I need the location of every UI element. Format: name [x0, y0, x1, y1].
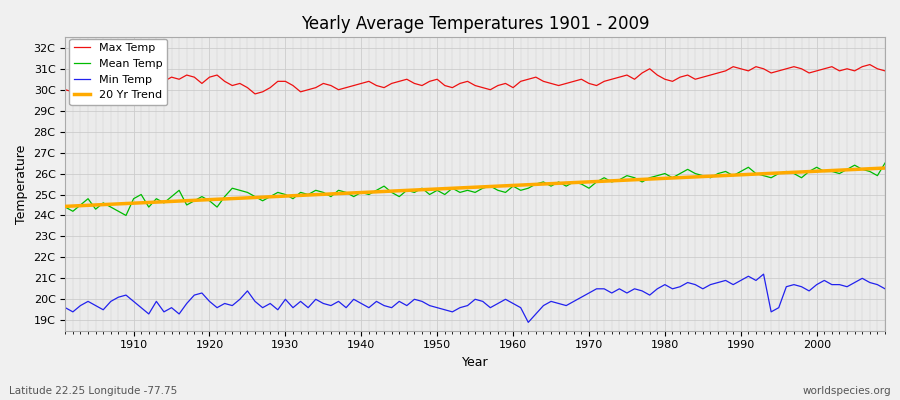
- 20 Yr Trend: [333, 191, 344, 196]
- Mean Temp: [128, 196, 139, 201]
- Mean Temp: [121, 213, 131, 218]
- Max Temp: [136, 94, 147, 98]
- Min Temp: [879, 286, 890, 291]
- Max Temp: [508, 85, 518, 90]
- X-axis label: Year: Year: [462, 356, 489, 369]
- Mean Temp: [508, 184, 518, 188]
- Max Temp: [864, 62, 875, 67]
- Min Temp: [508, 301, 518, 306]
- 20 Yr Trend: [500, 183, 511, 188]
- Mean Temp: [60, 205, 71, 210]
- Min Temp: [288, 305, 299, 310]
- Min Temp: [523, 320, 534, 325]
- Min Temp: [607, 291, 617, 296]
- 20 Yr Trend: [121, 201, 131, 206]
- Line: 20 Yr Trend: 20 Yr Trend: [66, 168, 885, 206]
- Max Temp: [295, 90, 306, 94]
- Mean Temp: [295, 190, 306, 195]
- Min Temp: [121, 293, 131, 298]
- Min Temp: [758, 272, 769, 276]
- Line: Min Temp: Min Temp: [66, 274, 885, 322]
- Title: Yearly Average Temperatures 1901 - 2009: Yearly Average Temperatures 1901 - 2009: [301, 15, 650, 33]
- Min Temp: [60, 305, 71, 310]
- Min Temp: [500, 297, 511, 302]
- Max Temp: [341, 85, 352, 90]
- Line: Mean Temp: Mean Temp: [66, 163, 885, 216]
- Min Temp: [333, 299, 344, 304]
- Text: Latitude 22.25 Longitude -77.75: Latitude 22.25 Longitude -77.75: [9, 386, 177, 396]
- 20 Yr Trend: [60, 204, 71, 209]
- Legend: Max Temp, Mean Temp, Min Temp, 20 Yr Trend: Max Temp, Mean Temp, Min Temp, 20 Yr Tre…: [69, 39, 167, 105]
- Y-axis label: Temperature: Temperature: [15, 144, 28, 224]
- 20 Yr Trend: [508, 183, 518, 188]
- Mean Temp: [516, 188, 526, 193]
- 20 Yr Trend: [598, 179, 609, 184]
- Max Temp: [607, 77, 617, 82]
- Line: Max Temp: Max Temp: [66, 64, 885, 96]
- Max Temp: [516, 79, 526, 84]
- Text: worldspecies.org: worldspecies.org: [803, 386, 891, 396]
- Max Temp: [121, 85, 131, 90]
- Max Temp: [879, 68, 890, 73]
- Max Temp: [60, 87, 71, 92]
- Mean Temp: [879, 161, 890, 166]
- 20 Yr Trend: [288, 193, 299, 198]
- Mean Temp: [341, 190, 352, 195]
- 20 Yr Trend: [879, 166, 890, 170]
- Mean Temp: [607, 180, 617, 184]
